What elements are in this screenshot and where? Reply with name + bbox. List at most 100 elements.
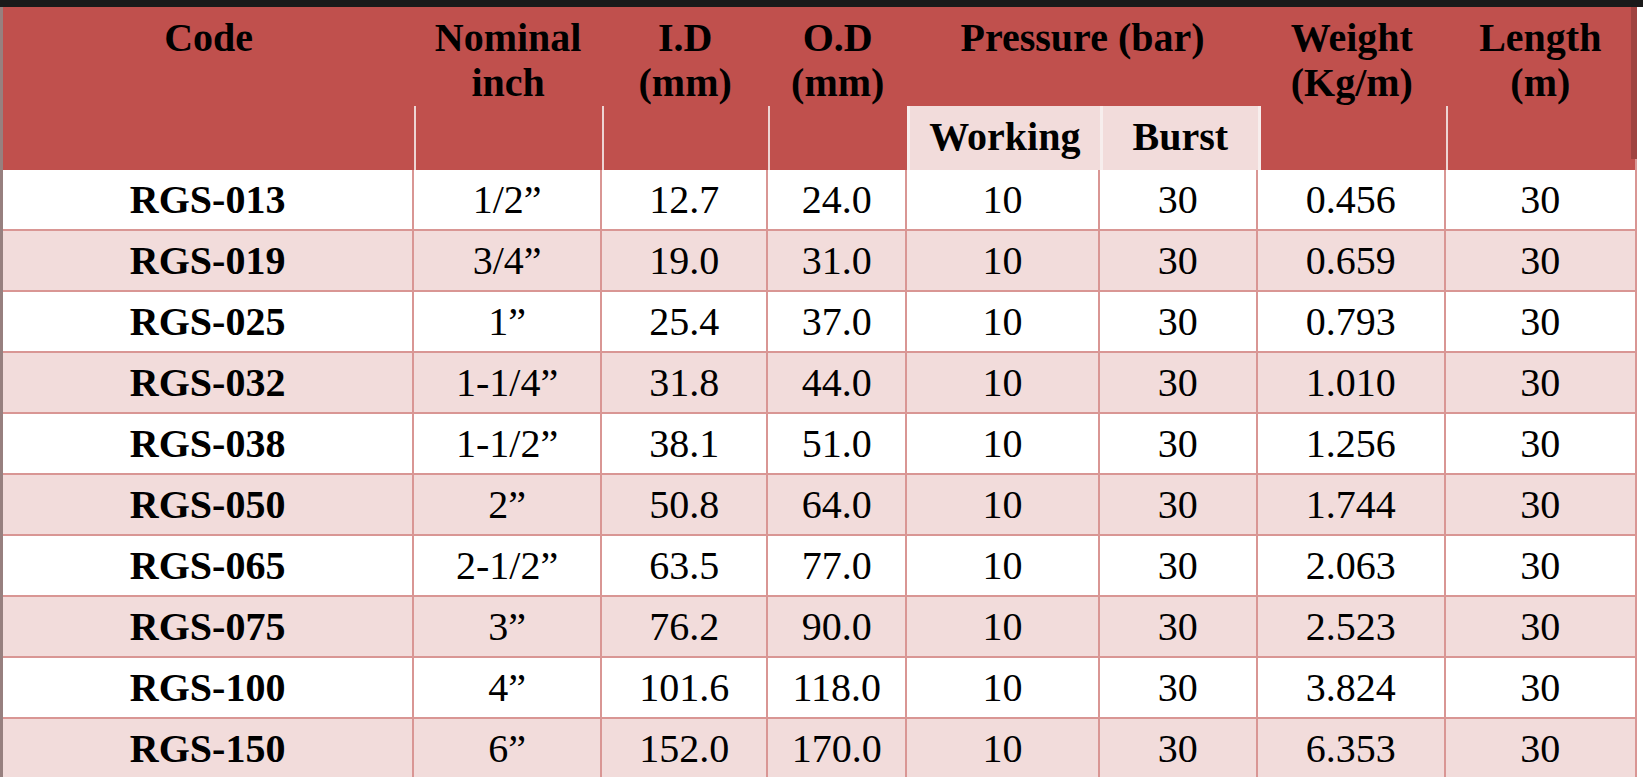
cell-working: 10 (907, 353, 1100, 414)
cell-nominal: 1/2” (414, 170, 602, 231)
cell-id: 101.6 (602, 658, 768, 719)
cell-od: 44.0 (768, 353, 907, 414)
cell-nominal: 1” (414, 292, 602, 353)
cell-weight: 3.824 (1258, 658, 1446, 719)
cell-burst: 30 (1100, 170, 1258, 231)
subheader-working: Working (907, 106, 1100, 170)
subheader-spacer-od (768, 106, 907, 170)
header-id: I.D (mm) (602, 7, 768, 106)
cell-length: 30 (1446, 597, 1635, 658)
cell-nominal: 2-1/2” (414, 536, 602, 597)
table-row: RGS-0321-1/4”31.844.010301.01030 (3, 353, 1635, 414)
table-row: RGS-0652-1/2”63.577.010302.06330 (3, 536, 1635, 597)
cell-length: 30 (1446, 292, 1635, 353)
cell-code: RGS-038 (3, 414, 414, 475)
subheader-spacer-id (602, 106, 768, 170)
cell-length: 30 (1446, 719, 1635, 777)
table-top-border (0, 0, 1643, 7)
document-page: Code Nominal inch I.D (mm) O.D (mm) Pres… (0, 0, 1643, 777)
cell-nominal: 6” (414, 719, 602, 777)
cell-burst: 30 (1100, 353, 1258, 414)
header-row-1: Code Nominal inch I.D (mm) O.D (mm) Pres… (3, 7, 1635, 106)
table-body: RGS-0131/2”12.724.010300.45630RGS-0193/4… (3, 170, 1635, 777)
cell-id: 63.5 (602, 536, 768, 597)
cell-working: 10 (907, 231, 1100, 292)
cell-nominal: 4” (414, 658, 602, 719)
cell-burst: 30 (1100, 536, 1258, 597)
cell-weight: 1.744 (1258, 475, 1446, 536)
cell-length: 30 (1446, 658, 1635, 719)
cell-id: 25.4 (602, 292, 768, 353)
header-id-line1: I.D (602, 16, 768, 61)
cell-length: 30 (1446, 475, 1635, 536)
header-nominal: Nominal inch (414, 7, 602, 106)
cell-burst: 30 (1100, 719, 1258, 777)
table-row: RGS-0502”50.864.010301.74430 (3, 475, 1635, 536)
header-nominal-line1: Nominal (414, 16, 602, 61)
cell-weight: 1.256 (1258, 414, 1446, 475)
cell-working: 10 (907, 658, 1100, 719)
cell-nominal: 1-1/4” (414, 353, 602, 414)
cell-working: 10 (907, 597, 1100, 658)
header-od: O.D (mm) (768, 7, 907, 106)
cell-code: RGS-065 (3, 536, 414, 597)
header-length: Length (m) (1446, 7, 1635, 106)
header-right-edge (1631, 7, 1637, 159)
cell-weight: 0.793 (1258, 292, 1446, 353)
cell-length: 30 (1446, 231, 1635, 292)
cell-weight: 6.353 (1258, 719, 1446, 777)
cell-nominal: 1-1/2” (414, 414, 602, 475)
cell-burst: 30 (1100, 231, 1258, 292)
header-code: Code (3, 7, 414, 106)
subheader-burst: Burst (1100, 106, 1258, 170)
cell-od: 31.0 (768, 231, 907, 292)
cell-nominal: 3/4” (414, 231, 602, 292)
cell-od: 24.0 (768, 170, 907, 231)
cell-id: 38.1 (602, 414, 768, 475)
cell-working: 10 (907, 292, 1100, 353)
cell-code: RGS-019 (3, 231, 414, 292)
cell-nominal: 3” (414, 597, 602, 658)
table-row: RGS-0251”25.437.010300.79330 (3, 292, 1635, 353)
cell-working: 10 (907, 719, 1100, 777)
cell-code: RGS-050 (3, 475, 414, 536)
cell-working: 10 (907, 536, 1100, 597)
subheader-spacer-code (3, 106, 414, 170)
header-od-line2: (mm) (768, 61, 907, 106)
header-weight: Weight (Kg/m) (1258, 7, 1446, 106)
table-row: RGS-1004”101.6118.010303.82430 (3, 658, 1635, 719)
cell-id: 152.0 (602, 719, 768, 777)
header-length-line2: (m) (1446, 61, 1635, 106)
cell-length: 30 (1446, 536, 1635, 597)
header-weight-line2: (Kg/m) (1258, 61, 1446, 106)
header-row-2: Working Burst (3, 106, 1635, 170)
subheader-spacer-length (1446, 106, 1635, 170)
cell-burst: 30 (1100, 475, 1258, 536)
header-weight-line1: Weight (1258, 16, 1446, 61)
cell-burst: 30 (1100, 658, 1258, 719)
cell-code: RGS-150 (3, 719, 414, 777)
subheader-spacer-weight (1258, 106, 1446, 170)
cell-weight: 1.010 (1258, 353, 1446, 414)
cell-working: 10 (907, 414, 1100, 475)
cell-id: 12.7 (602, 170, 768, 231)
cell-length: 30 (1446, 170, 1635, 231)
table-row: RGS-0131/2”12.724.010300.45630 (3, 170, 1635, 231)
cell-weight: 0.659 (1258, 231, 1446, 292)
header-nominal-line2: inch (414, 61, 602, 106)
cell-code: RGS-032 (3, 353, 414, 414)
cell-id: 76.2 (602, 597, 768, 658)
table-row: RGS-0381-1/2”38.151.010301.25630 (3, 414, 1635, 475)
header-length-line1: Length (1446, 16, 1635, 61)
cell-burst: 30 (1100, 292, 1258, 353)
cell-weight: 0.456 (1258, 170, 1446, 231)
cell-burst: 30 (1100, 597, 1258, 658)
table-row: RGS-1506”152.0170.010306.35330 (3, 719, 1635, 777)
cell-code: RGS-075 (3, 597, 414, 658)
table-frame: Code Nominal inch I.D (mm) O.D (mm) Pres… (0, 7, 1637, 777)
cell-od: 77.0 (768, 536, 907, 597)
cell-id: 31.8 (602, 353, 768, 414)
table-row: RGS-0193/4”19.031.010300.65930 (3, 231, 1635, 292)
cell-code: RGS-013 (3, 170, 414, 231)
cell-burst: 30 (1100, 414, 1258, 475)
